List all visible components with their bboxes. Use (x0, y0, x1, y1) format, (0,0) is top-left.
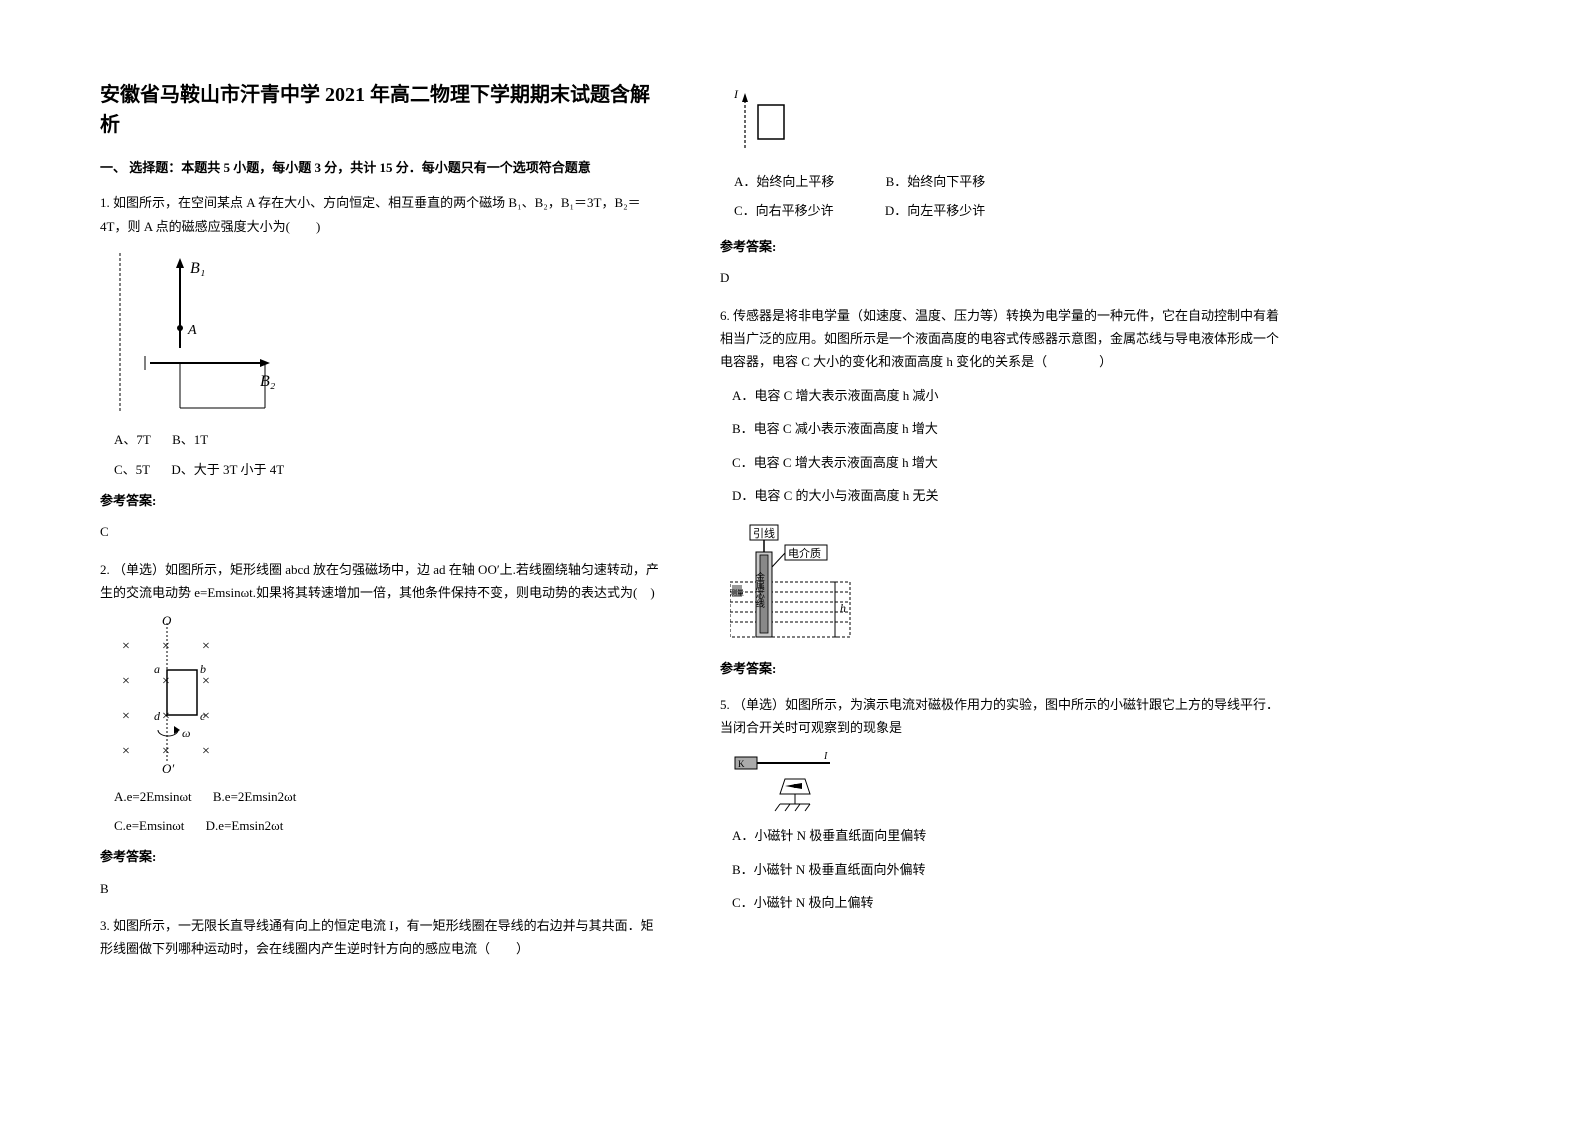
answer-label: 参考答案: (100, 845, 660, 868)
svg-text:×: × (162, 709, 170, 724)
label-dianjie: 电介质 (788, 547, 821, 560)
label-b1: B₁ (190, 260, 205, 277)
q6-opt-b: B．电容 C 减小表示液面高度 h 增大 (732, 417, 1280, 440)
svg-text:I: I (823, 751, 828, 762)
svg-text:×: × (122, 709, 130, 724)
svg-text:×: × (122, 639, 130, 654)
q1-opt-c: C、5T (114, 458, 150, 481)
label-o: O (162, 615, 172, 628)
q3-figure: I (730, 90, 1280, 160)
q3-text: 3. 如图所示，一无限长直导线通有向上的恒定电流 I，有一矩形线圈在导线的右边并… (100, 914, 660, 961)
question-5: 5. （单选）如图所示，为演示电流对磁极作用力的实验，图中所示的小磁针跟它上方的… (720, 693, 1280, 915)
question-1: 1. 如图所示，在空间某点 A 存在大小、方向恒定、相互垂直的两个磁场 B₁、B… (100, 191, 660, 543)
q3-opt-a: A．始终向上平移 (734, 170, 834, 193)
q3-answer: D (720, 266, 1280, 289)
q5-opt-a: A．小磁针 N 极垂直纸面向里偏转 (732, 824, 1280, 847)
q1-text: 1. 如图所示，在空间某点 A 存在大小、方向恒定、相互垂直的两个磁场 B₁、B… (100, 191, 660, 238)
svg-text:×: × (162, 639, 170, 654)
q3-opt-b: B．始终向下平移 (886, 170, 986, 193)
q2-opt-c: C.e=Emsinωt (114, 814, 184, 837)
q1-opt-b: B、1T (172, 428, 208, 451)
label-b3: b (200, 662, 206, 676)
q6-opt-a: A．电容 C 增大表示液面高度 h 减小 (732, 384, 1280, 407)
question-6: 6. 传感器是将非电学量（如速度、温度、压力等）转换为电学量的一种元件，它在自动… (720, 304, 1280, 681)
label-c: c (200, 709, 206, 723)
q2-text: 2. （单选）如图所示，矩形线圈 abcd 放在匀强磁场中，边 ad 在轴 OO… (100, 558, 660, 605)
svg-text:×: × (202, 744, 210, 759)
q2-opt-d: D.e=Emsin2ωt (206, 814, 284, 837)
page-title: 安徽省马鞍山市汗青中学 2021 年高二物理下学期期末试题含解析 (100, 80, 660, 140)
q6-figure: 引线 电介质 金属芯线 h 测量 (730, 517, 1280, 647)
q1-figure: B₁ A B₂ (110, 248, 660, 418)
label-omega: ω (182, 726, 190, 740)
q6-opt-c: C．电容 C 增大表示液面高度 h 增大 (732, 451, 1280, 474)
q5-opt-c: C．小磁针 N 极向上偏转 (732, 891, 1280, 914)
q2-opt-a: A.e=2Emsinωt (114, 785, 192, 808)
svg-text:×: × (202, 674, 210, 689)
q2-answer: B (100, 877, 660, 900)
svg-text:测量: 测量 (730, 589, 744, 597)
q6-text: 6. 传感器是将非电学量（如速度、温度、压力等）转换为电学量的一种元件，它在自动… (720, 304, 1280, 374)
svg-text:×: × (122, 674, 130, 689)
q3-opt-d: D．向左平移少许 (885, 199, 985, 222)
q5-opt-b: B．小磁针 N 极垂直纸面向外偏转 (732, 858, 1280, 881)
q1-opt-a: A、7T (114, 428, 151, 451)
q2-opt-b: B.e=2Emsin2ωt (213, 785, 296, 808)
label-oprime: O′ (162, 761, 174, 775)
q1-opt-d: D、大于 3T 小于 4T (171, 458, 284, 481)
label-a2: a (154, 662, 160, 676)
label-h: h (840, 601, 846, 615)
svg-text:K: K (738, 759, 745, 769)
question-2: 2. （单选）如图所示，矩形线圈 abcd 放在匀强磁场中，边 ad 在轴 OO… (100, 558, 660, 900)
q2-figure: × × × × × × × × × × × × O O′ a b c d (110, 615, 660, 775)
answer-label: 参考答案: (720, 657, 1280, 680)
answer-label: 参考答案: (100, 489, 660, 512)
answer-label: 参考答案: (720, 235, 1280, 258)
q6-opt-d: D．电容 C 的大小与液面高度 h 无关 (732, 484, 1280, 507)
question-3: 3. 如图所示，一无限长直导线通有向上的恒定电流 I，有一矩形线圈在导线的右边并… (100, 914, 660, 961)
q5-text: 5. （单选）如图所示，为演示电流对磁极作用力的实验，图中所示的小磁针跟它上方的… (720, 693, 1280, 740)
section-1-heading: 一、 选择题：本题共 5 小题，每小题 3 分，共计 15 分．每小题只有一个选… (100, 156, 660, 179)
label-a: A (187, 323, 197, 338)
svg-text:×: × (162, 744, 170, 759)
label-d: d (154, 709, 161, 723)
q3-opt-c: C．向右平移少许 (734, 199, 834, 222)
svg-text:×: × (162, 674, 170, 689)
label-yinxian: 引线 (753, 526, 775, 540)
svg-text:×: × (202, 639, 210, 654)
label-jinshu: 金属芯线 (755, 571, 765, 608)
label-i: I (733, 90, 739, 101)
q5-figure: K I (730, 749, 1280, 814)
label-b2: B₂ (260, 373, 276, 390)
q1-answer: C (100, 520, 660, 543)
svg-text:×: × (122, 744, 130, 759)
